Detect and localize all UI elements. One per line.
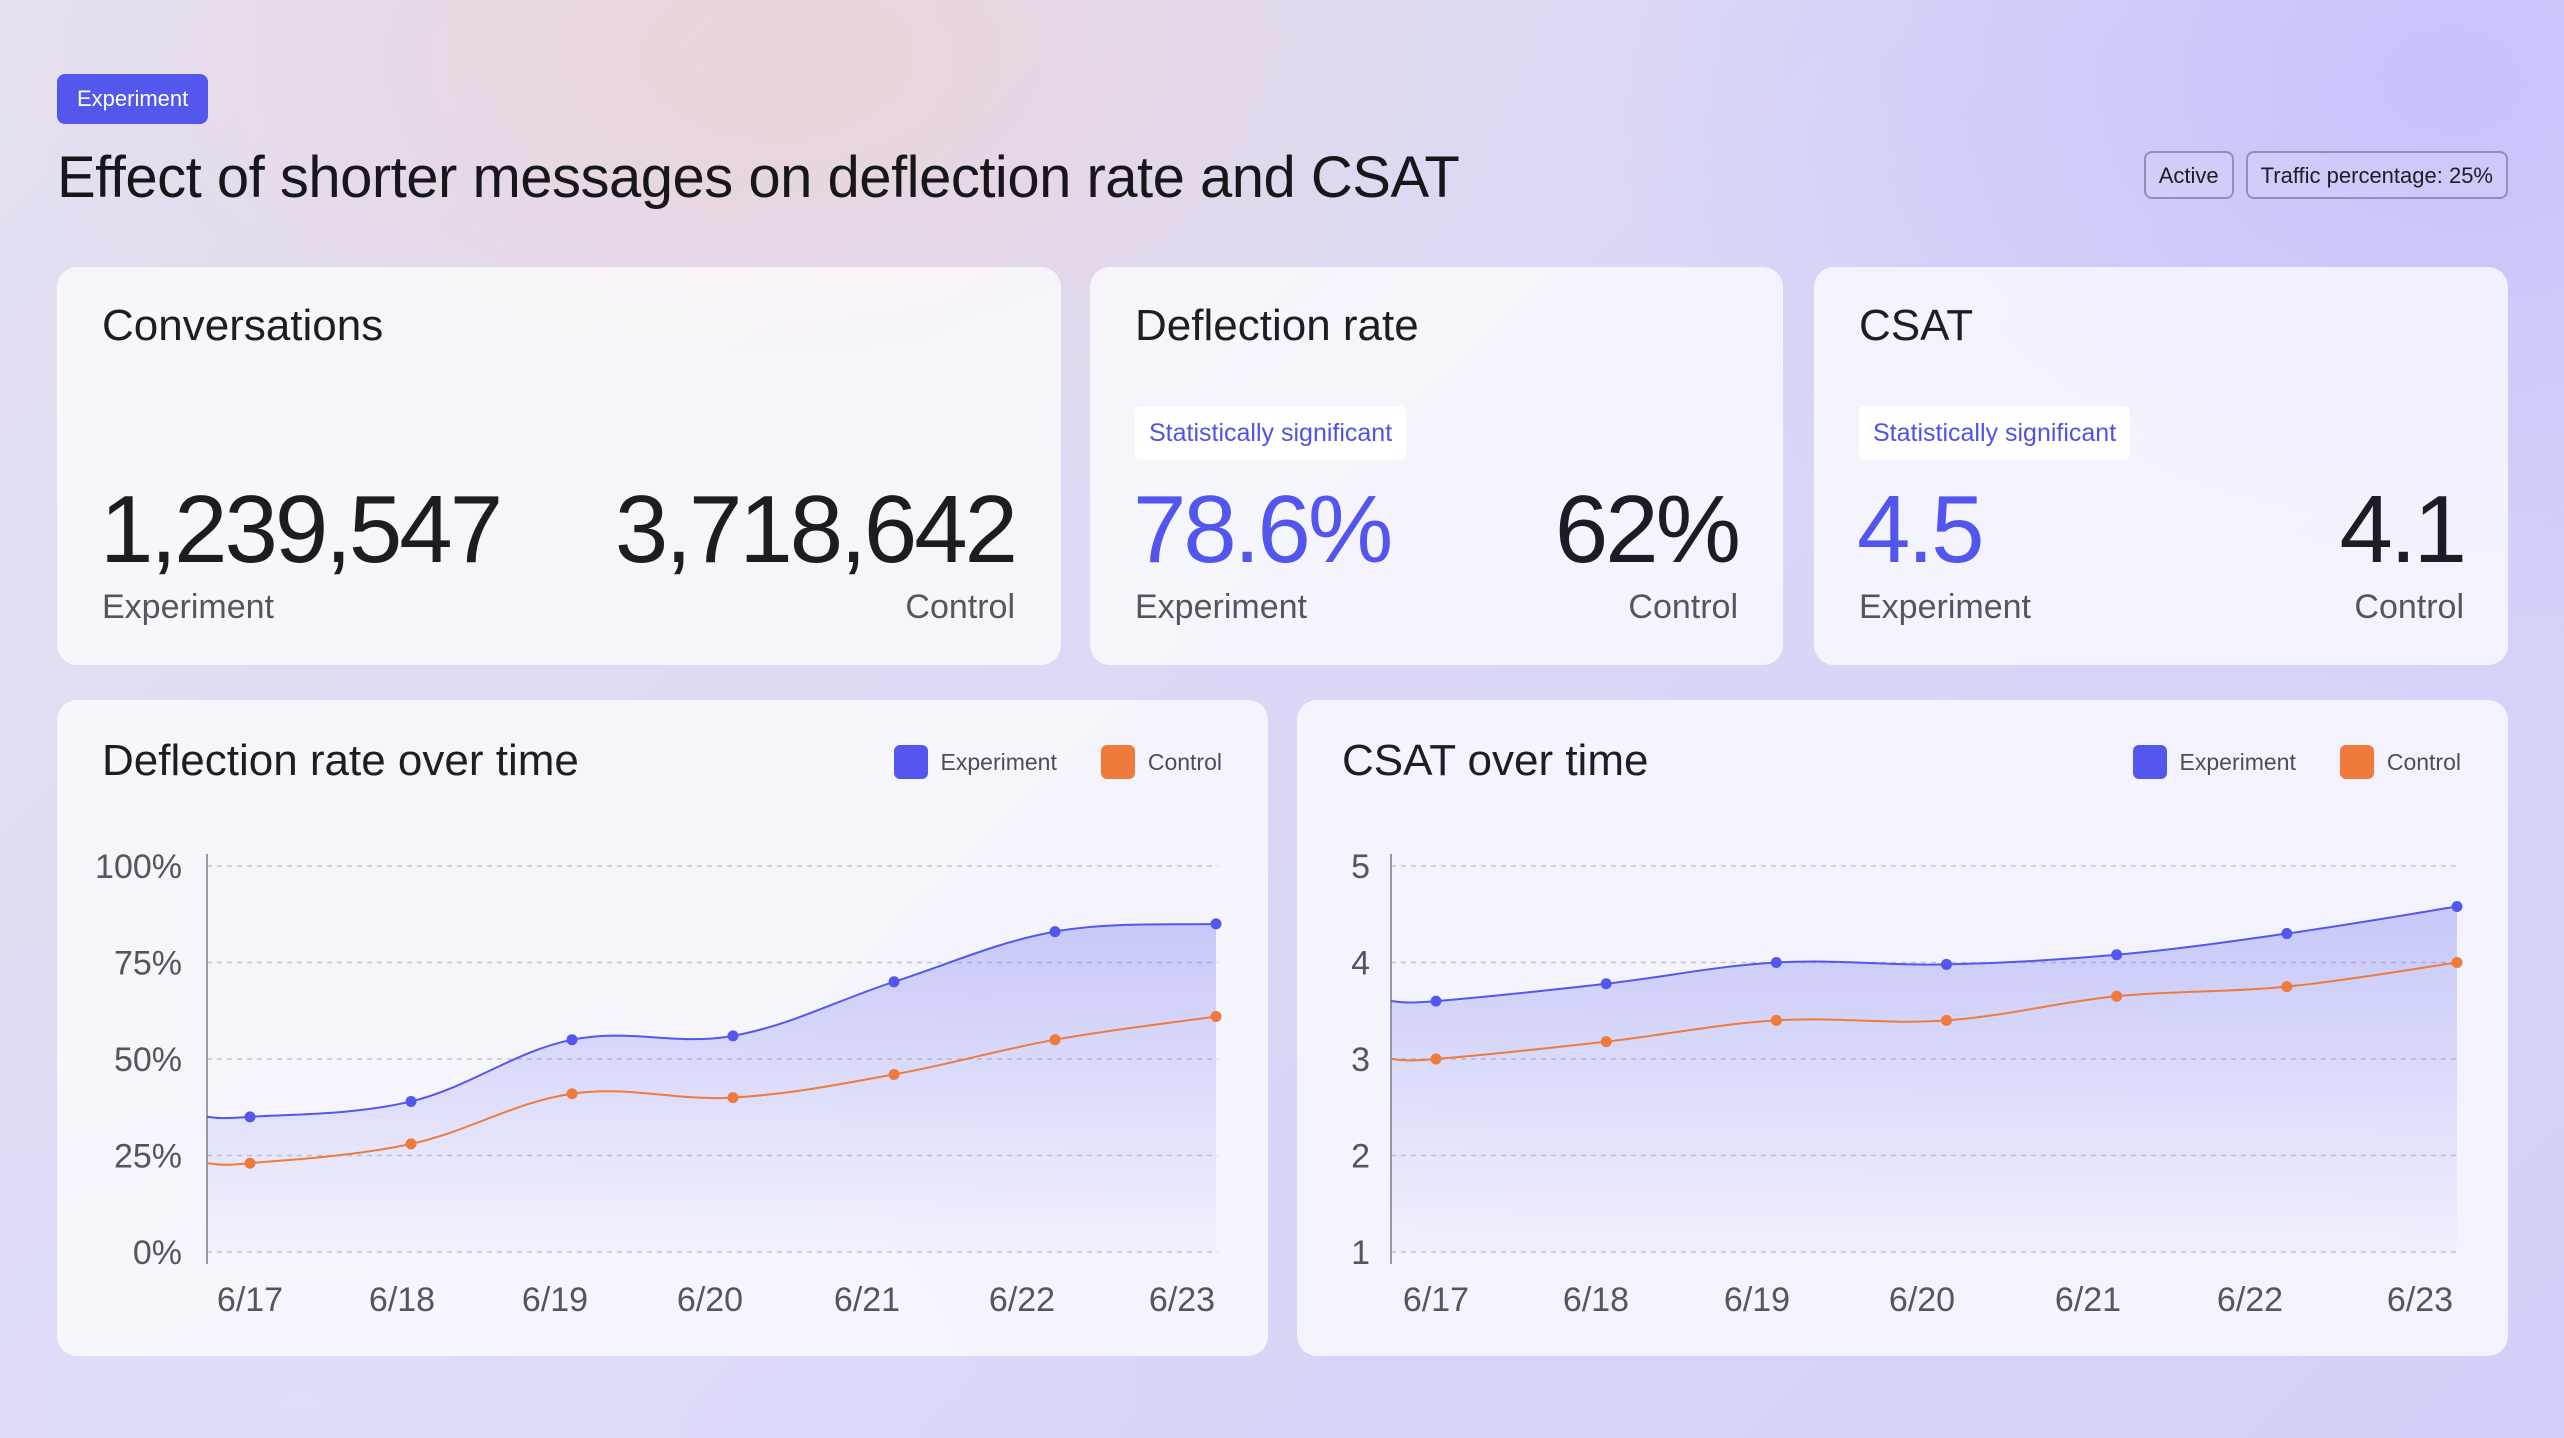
deflection-control-label: Control — [1628, 588, 1738, 626]
experiment-data-point[interactable] — [1210, 918, 1222, 930]
y-tick-label: 75% — [114, 945, 182, 983]
y-tick-label: 0% — [133, 1234, 182, 1272]
control-series-line — [206, 1015, 1217, 1166]
legend-experiment-label: Experiment — [2179, 748, 2296, 775]
control-data-point[interactable] — [244, 1157, 256, 1169]
legend-control-label: Control — [2386, 748, 2461, 775]
x-tick-label: 6/17 — [217, 1281, 283, 1319]
experiment-data-point[interactable] — [727, 1030, 739, 1042]
control-data-point[interactable] — [405, 1138, 417, 1150]
deflection-rate-title: Deflection rate — [1135, 301, 1419, 350]
legend-control-label: Control — [1147, 748, 1222, 775]
deflection-chart-title: Deflection rate over time — [102, 736, 579, 785]
legend-experiment-swatch — [893, 745, 928, 779]
deflection-experiment-value: 78.6% — [1133, 476, 1393, 583]
conversations-control-value: 3,718,642 — [614, 476, 1018, 583]
x-tick-label: 6/21 — [834, 1281, 900, 1319]
status-chip[interactable]: Active — [2143, 151, 2234, 199]
traffic-percentage-chip[interactable]: Traffic percentage: 25% — [2245, 151, 2508, 199]
page-title: Effect of shorter messages on deflection… — [57, 145, 1460, 210]
y-tick-label: 50% — [114, 1041, 182, 1079]
deflection-chart-legend: Experiment Control — [893, 745, 1222, 779]
y-tick-label: 100% — [95, 848, 182, 886]
legend-control-swatch — [1100, 745, 1135, 779]
experiment-data-point[interactable] — [888, 976, 900, 988]
control-data-point[interactable] — [566, 1088, 578, 1100]
legend-experiment-label: Experiment — [940, 748, 1057, 775]
csat-chart-title: CSAT over time — [1342, 736, 1649, 785]
deflection-significance-badge: Statistically significant — [1135, 406, 1407, 460]
csat-significance-badge: Statistically significant — [1859, 406, 2131, 460]
csat-title: CSAT — [1859, 301, 1974, 350]
x-tick-label: 6/22 — [989, 1281, 1055, 1319]
experiment-data-point[interactable] — [405, 1095, 417, 1107]
csat-experiment-label: Experiment — [1859, 588, 2031, 626]
x-tick-label: 6/18 — [369, 1281, 435, 1319]
csat-chart-card — [1297, 700, 2508, 1356]
control-data-point[interactable] — [1210, 1011, 1222, 1023]
control-data-point[interactable] — [727, 1092, 739, 1104]
y-tick-label: 25% — [114, 1138, 182, 1176]
conversations-title: Conversations — [102, 301, 384, 350]
control-data-point[interactable] — [1049, 1034, 1061, 1046]
csat-control-label: Control — [2354, 588, 2464, 626]
csat-chart-legend: Experiment Control — [2132, 745, 2461, 779]
deflection-experiment-label: Experiment — [1135, 588, 1307, 626]
experiment-data-point[interactable] — [566, 1034, 578, 1046]
csat-control-value: 4.1 — [2339, 476, 2467, 583]
control-data-point[interactable] — [888, 1068, 900, 1080]
experiment-series-line — [206, 922, 1217, 1120]
x-tick-label: 6/20 — [677, 1281, 743, 1319]
legend-control-swatch — [2339, 745, 2374, 779]
experiment-area — [207, 923, 1216, 1252]
conversations-control-label: Control — [905, 588, 1015, 626]
experiment-data-point[interactable] — [1049, 926, 1061, 938]
conversations-experiment-value: 1,239,547 — [100, 476, 503, 583]
x-tick-label: 6/19 — [522, 1281, 588, 1319]
experiment-tag: Experiment — [57, 74, 209, 124]
conversations-card — [57, 267, 1061, 665]
conversations-experiment-label: Experiment — [102, 588, 274, 626]
csat-experiment-value: 4.5 — [1857, 476, 1984, 583]
deflection-rate-card — [1090, 267, 1783, 665]
x-tick-label: 6/23 — [1149, 1281, 1215, 1319]
header-chips: Active Traffic percentage: 25% — [2143, 151, 2508, 199]
csat-card — [1814, 267, 2508, 665]
legend-experiment-swatch — [2132, 745, 2167, 779]
deflection-control-value: 62% — [1554, 476, 1741, 583]
experiment-data-point[interactable] — [244, 1111, 256, 1123]
